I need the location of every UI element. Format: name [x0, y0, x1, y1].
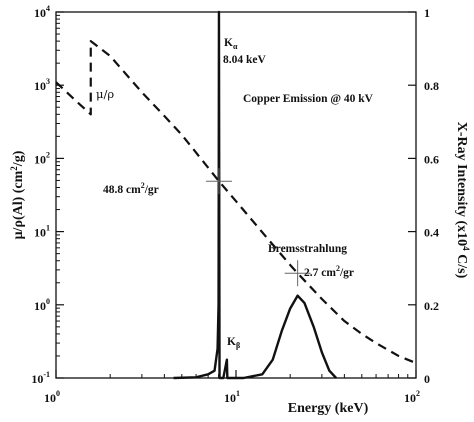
x-tick-label-exp: 0: [56, 389, 60, 398]
k-beta-label: Kβ: [227, 336, 240, 350]
x-tick-label-base: 10: [44, 391, 56, 405]
mu-rho-series: [55, 40, 417, 365]
y-right-tick-label: 0.6: [424, 152, 439, 166]
y-left-tick-label-base: 10: [31, 372, 43, 386]
y-left-title-part3: /g): [11, 150, 26, 167]
value-48-tail: /gr: [144, 184, 159, 196]
mu-rho-label: μ/ρ: [96, 87, 114, 101]
y-left-axis-title: μ/ρ(Al) (cm2/g): [9, 150, 26, 239]
k-beta-main: K: [227, 336, 236, 348]
x-tick-label-exp: 2: [416, 389, 420, 398]
value-48-main: 48.8 cm: [103, 184, 141, 196]
y-right-tick-label: 1: [424, 6, 430, 20]
y-left-tick-label: 104: [34, 4, 50, 20]
y-right-tick-label: 0.8: [424, 79, 439, 93]
y-left-title-sup: 2: [9, 166, 19, 171]
k-alpha-label: Kα: [224, 37, 238, 51]
y-right-title-sup: 4: [461, 246, 471, 251]
x-axis-title: Energy (keV): [288, 401, 369, 416]
y-left-tick-label-exp: 0: [46, 297, 50, 306]
x-tick-label: 100: [44, 389, 60, 405]
y-left-tick-label-exp: 3: [46, 77, 50, 86]
y-left-title-part1: μ/ρ(Al) (cm: [11, 170, 26, 239]
chart-title: Copper Emission @ 40 kV: [243, 93, 374, 105]
y-left-tick-label: 103: [34, 77, 50, 93]
bremsstrahlung-label: Bremsstrahlung: [268, 243, 347, 255]
y-left-tick-label-base: 10: [34, 6, 46, 20]
value-27-sup: 2: [336, 264, 340, 273]
y-right-title-part3: C/s): [454, 251, 469, 279]
y-right-axis-title: X-Ray Intensity (x104 C/s): [454, 122, 471, 279]
y-left-tick-label-exp: -1: [43, 370, 50, 379]
y-right-tick-label: 0: [424, 372, 430, 386]
y-left-tick-label-exp: 2: [46, 150, 50, 159]
k-alpha-sub: α: [233, 42, 238, 51]
x-tick-label: 101: [224, 389, 240, 405]
value-27-main: 2.7 cm: [304, 267, 336, 279]
y-left-tick-label-base: 10: [34, 152, 46, 166]
value-27-tail: /gr: [339, 267, 354, 279]
y-left-tick-label-exp: 4: [46, 4, 50, 13]
y-left-tick-label: 102: [34, 150, 50, 166]
x-tick-label: 102: [404, 389, 420, 405]
k-alpha-energy: 8.04 keV: [223, 54, 267, 66]
y-left-tick-label-base: 10: [34, 226, 46, 240]
x-tick-label-base: 10: [224, 391, 236, 405]
y-right-tick-label: 0.2: [424, 299, 439, 313]
y-left-tick-label: 101: [34, 224, 50, 240]
y-left-tick-label-base: 10: [34, 299, 46, 313]
marker-layer: [205, 168, 311, 287]
y-right-title-part1: X-Ray Intensity (x10: [454, 122, 469, 246]
x-tick-label-base: 10: [404, 391, 416, 405]
series-layer: [55, 10, 417, 380]
emission-series: [173, 10, 338, 380]
y-right-axis: 0 0.2 0.4 0.6 0.8 1: [408, 6, 439, 386]
k-alpha-main: K: [224, 37, 233, 49]
y-right-tick-label: 0.4: [424, 226, 439, 240]
x-axis: 100 101 102: [44, 370, 420, 405]
value-27-label: 2.7 cm2/gr: [304, 264, 354, 279]
value-48-label: 48.8 cm2/gr: [103, 181, 159, 196]
y-left-tick-label-base: 10: [34, 79, 46, 93]
x-tick-label-exp: 1: [236, 389, 240, 398]
value-48-sup: 2: [141, 181, 145, 190]
y-left-tick-label: 100: [34, 297, 50, 313]
y-left-tick-label-exp: 1: [46, 224, 50, 233]
y-left-tick-label: 10-1: [31, 370, 50, 386]
k-beta-sub: β: [236, 341, 240, 350]
